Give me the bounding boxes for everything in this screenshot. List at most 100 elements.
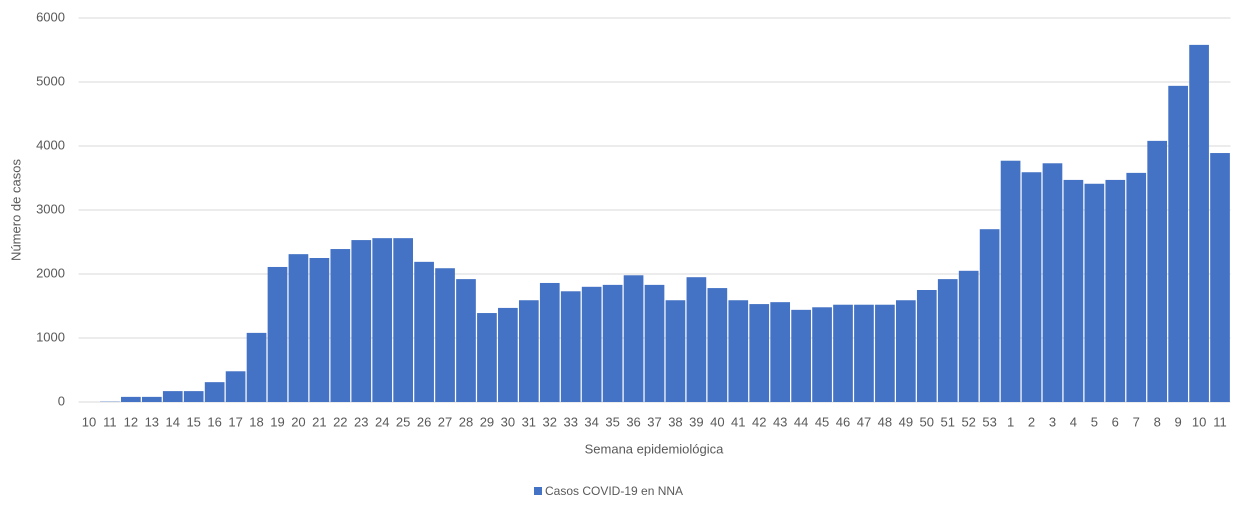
bar (1168, 86, 1188, 402)
x-tick-label: 43 (773, 414, 787, 429)
x-tick-label: 47 (857, 414, 871, 429)
x-tick-label: 10 (1192, 414, 1206, 429)
x-tick-label: 41 (731, 414, 745, 429)
bar (980, 229, 1000, 402)
x-tick-label: 17 (228, 414, 242, 429)
x-tick-label: 35 (605, 414, 619, 429)
bar (1126, 173, 1146, 402)
x-tick-label: 27 (438, 414, 452, 429)
x-tick-label: 14 (166, 414, 180, 429)
x-tick-label: 15 (186, 414, 200, 429)
bar (456, 279, 476, 402)
bar (163, 391, 183, 402)
x-tick-label: 12 (124, 414, 138, 429)
bar (561, 291, 581, 402)
bar (896, 300, 916, 402)
x-tick-label: 38 (668, 414, 682, 429)
x-tick-label: 53 (982, 414, 996, 429)
bar (875, 305, 895, 402)
y-tick-label: 2000 (36, 265, 65, 280)
x-tick-label: 33 (563, 414, 577, 429)
bar (645, 285, 665, 402)
x-tick-label: 3 (1049, 414, 1056, 429)
bar (770, 302, 790, 402)
y-tick-label: 1000 (36, 329, 65, 344)
y-tick-label: 4000 (36, 137, 65, 152)
bar (205, 382, 225, 402)
bar (1085, 184, 1105, 402)
bar (247, 333, 267, 402)
x-tick-label: 39 (689, 414, 703, 429)
x-tick-label: 23 (354, 414, 368, 429)
x-tick-label: 49 (899, 414, 913, 429)
x-tick-label: 4 (1070, 414, 1077, 429)
bar (666, 300, 686, 402)
y-tick-label: 0 (58, 393, 65, 408)
bar (351, 240, 371, 402)
bar (1064, 180, 1084, 402)
y-axis-label: Número de casos (8, 159, 23, 261)
x-tick-label: 34 (584, 414, 598, 429)
x-tick-label: 26 (417, 414, 431, 429)
x-tick-label: 51 (941, 414, 955, 429)
x-tick-label: 40 (710, 414, 724, 429)
x-tick-label: 18 (249, 414, 263, 429)
bar (707, 288, 727, 402)
x-tick-label: 5 (1091, 414, 1098, 429)
bar (268, 267, 288, 402)
x-tick-label: 29 (480, 414, 494, 429)
x-tick-label: 28 (459, 414, 473, 429)
x-tick-label: 31 (522, 414, 536, 429)
bar (498, 308, 518, 402)
bar (1043, 163, 1063, 402)
bar (1210, 153, 1230, 402)
x-tick-label: 30 (501, 414, 515, 429)
bar (1001, 161, 1021, 402)
bar (226, 371, 246, 402)
bar (1022, 172, 1042, 402)
bar (519, 300, 539, 402)
x-tick-label: 19 (270, 414, 284, 429)
bar (749, 304, 769, 402)
bar (917, 290, 937, 402)
bar (393, 238, 413, 402)
x-tick-label: 50 (920, 414, 934, 429)
x-tick-label: 48 (878, 414, 892, 429)
bar (414, 262, 434, 402)
x-tick-label: 46 (836, 414, 850, 429)
bar (372, 238, 392, 402)
y-tick-label: 6000 (36, 9, 65, 24)
bar (121, 397, 141, 402)
bar (1105, 180, 1125, 402)
x-tick-label: 8 (1154, 414, 1161, 429)
bar (854, 305, 874, 402)
x-tick-label: 22 (333, 414, 347, 429)
x-tick-label: 44 (794, 414, 808, 429)
x-tick-label: 52 (961, 414, 975, 429)
y-tick-label: 5000 (36, 73, 65, 88)
legend-label: Casos COVID-19 en NNA (545, 484, 683, 498)
x-tick-label: 24 (375, 414, 389, 429)
bar (540, 283, 560, 402)
x-tick-label: 32 (543, 414, 557, 429)
x-tick-label: 1 (1007, 414, 1014, 429)
bar (1147, 141, 1167, 402)
bar (184, 391, 204, 402)
bar (435, 268, 455, 402)
x-tick-label: 11 (103, 414, 117, 429)
bar (310, 258, 330, 402)
bar (603, 285, 623, 402)
x-tick-label: 36 (626, 414, 640, 429)
y-tick-label: 3000 (36, 201, 65, 216)
legend-swatch (534, 487, 542, 495)
x-tick-label: 6 (1112, 414, 1119, 429)
bar (938, 279, 958, 402)
x-tick-label: 13 (145, 414, 159, 429)
bar (812, 307, 832, 402)
bar (624, 275, 644, 402)
x-tick-label: 21 (312, 414, 326, 429)
x-tick-label: 9 (1175, 414, 1182, 429)
x-tick-label: 37 (647, 414, 661, 429)
bar (289, 254, 309, 402)
